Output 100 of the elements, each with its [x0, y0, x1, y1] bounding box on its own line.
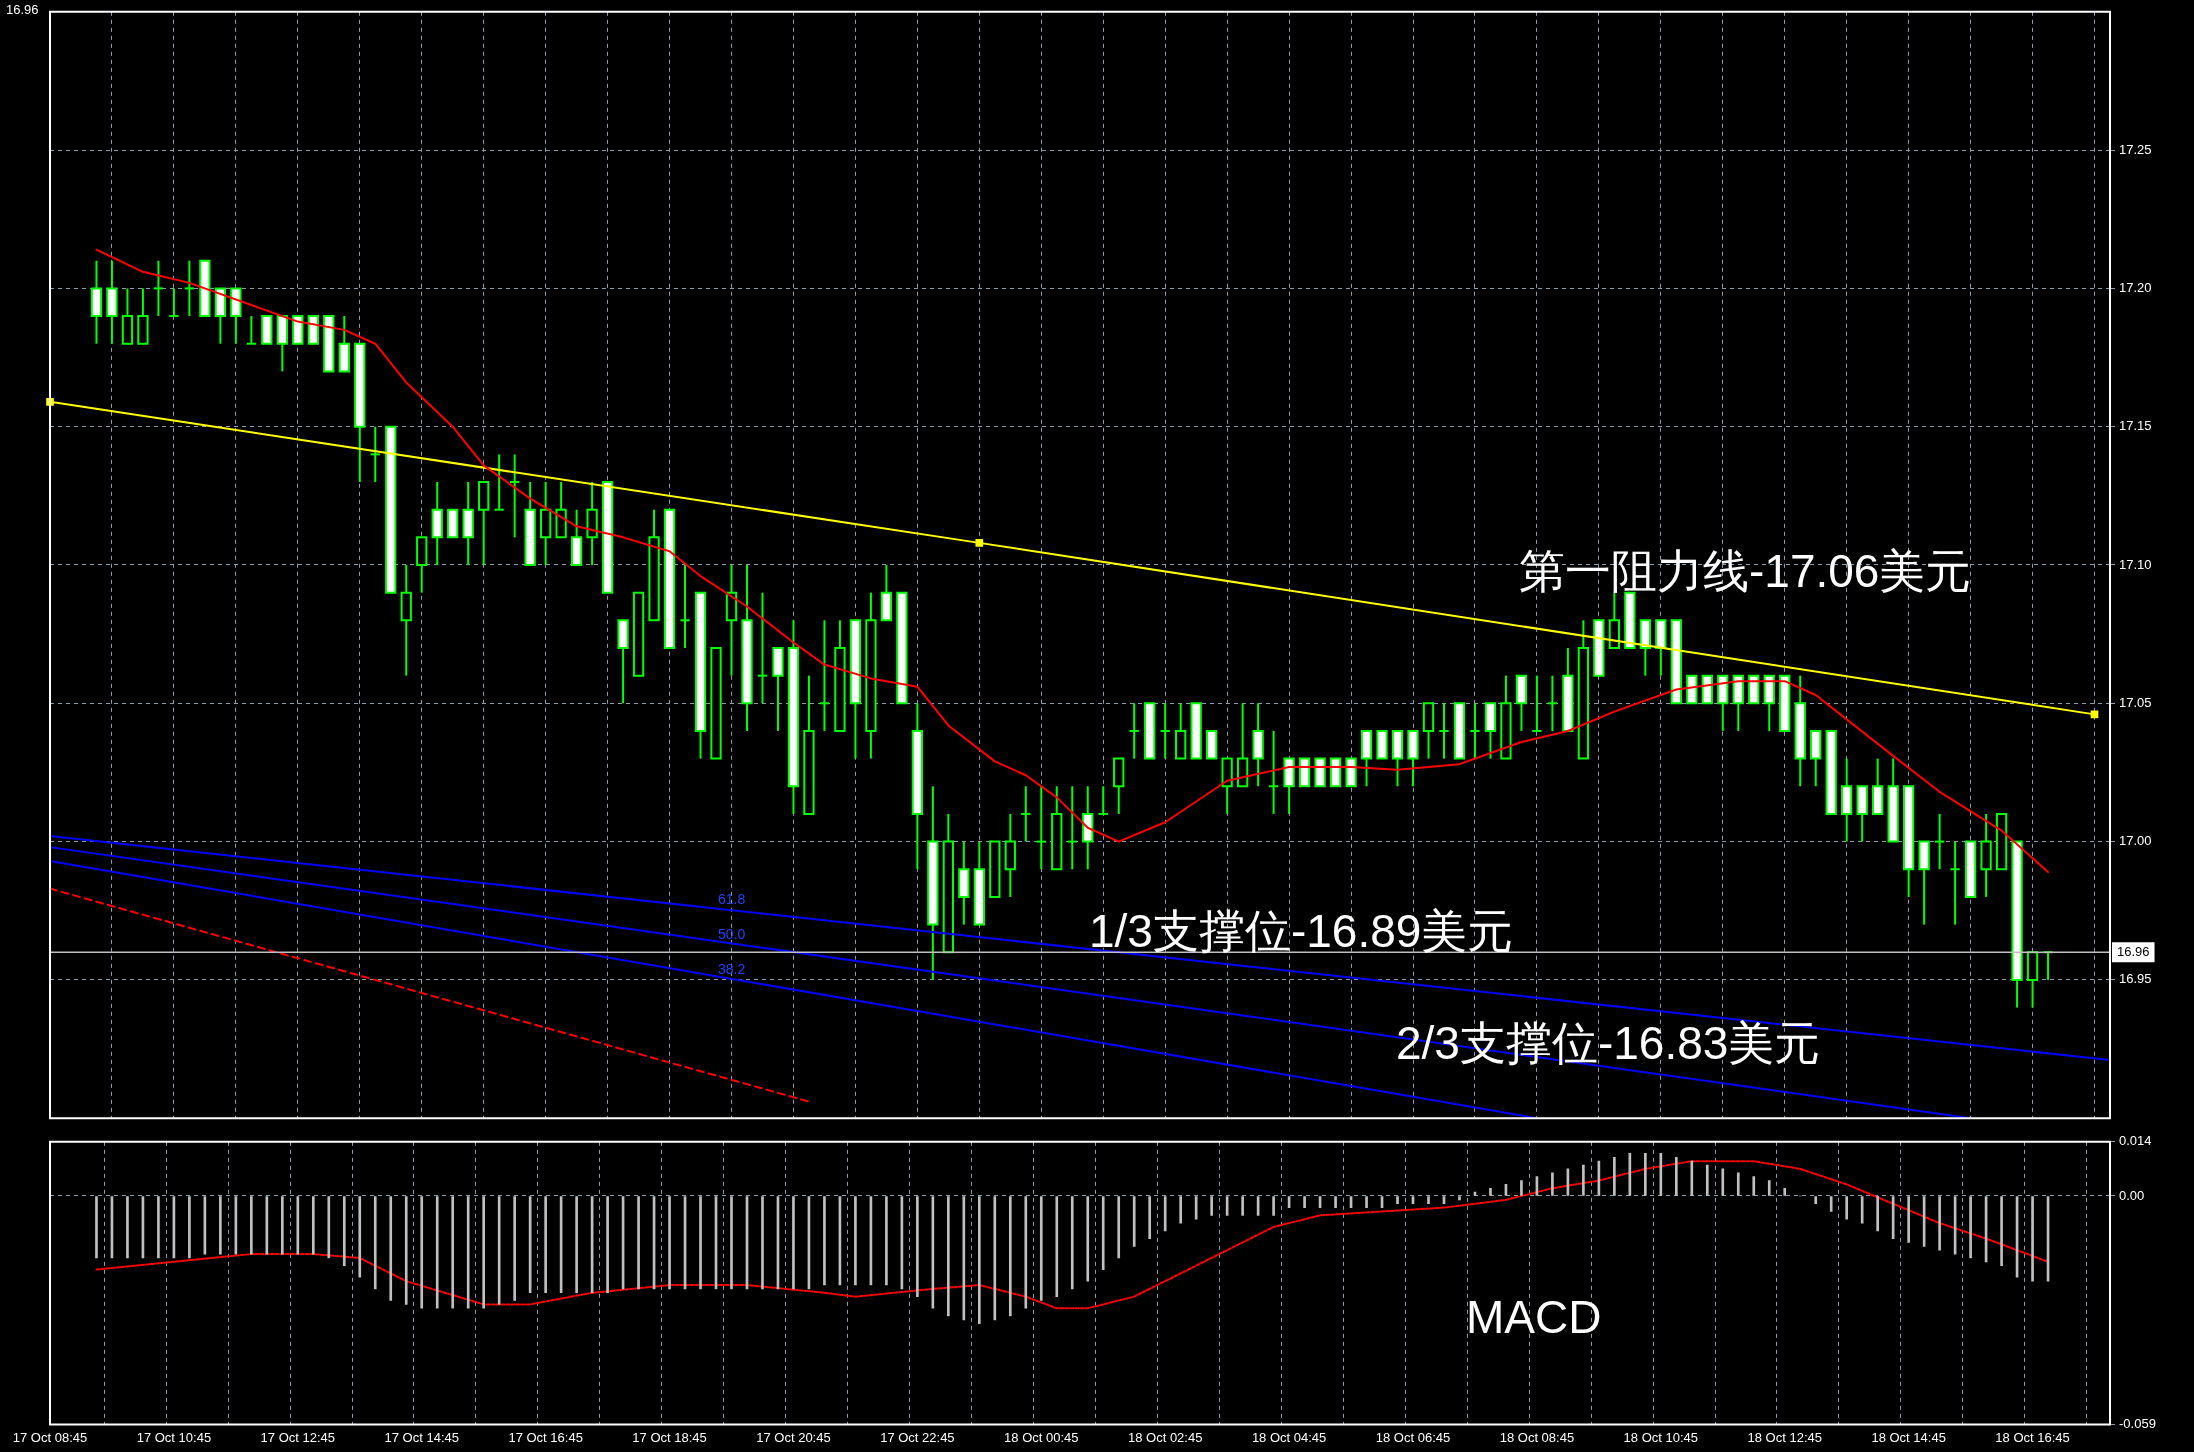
bar [575, 1196, 578, 1294]
bar [1458, 1196, 1461, 1201]
bar [1907, 1196, 1910, 1243]
text: 16.96 [6, 1, 39, 17]
bar [513, 1196, 516, 1301]
bar [1117, 1196, 1121, 1259]
candlestick [1933, 812, 1946, 871]
bar [311, 1196, 315, 1255]
candlestick [1949, 840, 1961, 926]
bar [668, 1196, 671, 1290]
candlestick [168, 287, 180, 318]
bar [157, 1196, 160, 1259]
bar [1938, 1196, 1941, 1251]
y-tick-label: 17.25 [2119, 141, 2152, 157]
bar [373, 1196, 377, 1290]
bar [2031, 1196, 2034, 1282]
bar [1551, 1172, 1554, 1196]
x-tick-label: 18 Oct 14:45 [1871, 1429, 1946, 1445]
candlestick [1438, 702, 1450, 760]
bar [126, 1196, 129, 1259]
bar [1132, 1196, 1136, 1247]
y-tick-label: 17.00 [2119, 833, 2152, 849]
bar [1969, 1196, 1972, 1259]
bar [95, 1196, 98, 1259]
x-tick-label: 18 Oct 10:45 [1623, 1429, 1699, 1445]
bar [1783, 1187, 1787, 1196]
bar [916, 1196, 919, 1297]
bar [1520, 1180, 1523, 1196]
candlestick [679, 564, 691, 649]
x-tick-label: 18 Oct 12:45 [1747, 1429, 1822, 1445]
bar [1334, 1196, 1337, 1208]
bar [1039, 1196, 1043, 1301]
y-tick-label: 16.95 [2119, 971, 2152, 987]
bar [1860, 1196, 1864, 1224]
bar [637, 1196, 640, 1290]
bar [792, 1196, 795, 1290]
candlestick [1128, 702, 1140, 760]
bar [1272, 1196, 1275, 1216]
candlestick [183, 259, 196, 318]
x-tick-label: 17 Oct 10:45 [136, 1429, 212, 1445]
candlestick [1546, 674, 1559, 732]
candlestick [1531, 674, 1543, 732]
bar [823, 1196, 826, 1286]
y-tick-label: 17.05 [2119, 694, 2152, 710]
y-tick-label: -0.059 [2119, 1415, 2156, 1431]
x-tick-label: 17 Oct 20:45 [756, 1429, 831, 1445]
bar [1179, 1196, 1183, 1224]
x-tick-label: 18 Oct 04:45 [1251, 1429, 1327, 1445]
annotation: 61.8 [718, 890, 746, 907]
bar [1659, 1153, 1663, 1196]
bar [281, 1196, 284, 1255]
x-tick-label: 18 Oct 00:45 [1004, 1429, 1079, 1445]
bar [1365, 1196, 1368, 1208]
bar [1396, 1196, 1399, 1205]
bar [404, 1196, 408, 1305]
annotation: 50.0 [718, 925, 746, 942]
point [975, 539, 984, 547]
bar [327, 1196, 331, 1259]
candlestick [1159, 702, 1171, 760]
bar [1070, 1196, 1074, 1290]
bar [730, 1196, 733, 1290]
bar [1690, 1160, 1694, 1196]
bar [342, 1196, 346, 1267]
x-tick-label: 17 Oct 18:45 [632, 1429, 707, 1445]
annotation: MACD [1466, 1290, 1602, 1343]
bar [1829, 1196, 1833, 1212]
candlestick [818, 619, 831, 732]
annotation: 38.2 [718, 960, 746, 977]
x-tick-label: 18 Oct 02:45 [1127, 1429, 1203, 1445]
bar [2000, 1196, 2003, 1267]
candlestick [369, 425, 381, 484]
bar [1814, 1196, 1818, 1205]
y-tick-label: 17.20 [2119, 279, 2152, 295]
bar [435, 1196, 439, 1309]
bar [1767, 1180, 1771, 1196]
candlestick [1469, 702, 1481, 760]
bar [358, 1196, 362, 1278]
bar [1489, 1187, 1492, 1196]
candlestick [1066, 785, 1078, 871]
bar [451, 1196, 455, 1309]
bar [1705, 1164, 1709, 1196]
bar [1241, 1196, 1244, 1216]
x-tick-label: 17 Oct 16:45 [508, 1429, 583, 1445]
x-tick-label: 18 Oct 08:45 [1499, 1429, 1575, 1445]
bar [699, 1196, 702, 1290]
y-tick-label: 0.00 [2119, 1187, 2145, 1203]
bar [466, 1196, 470, 1309]
bar [188, 1196, 191, 1259]
bar [1210, 1196, 1213, 1216]
bar [854, 1196, 857, 1286]
bar [1163, 1196, 1167, 1232]
annotation: 1/3支撑位-16.89美元 [1089, 904, 1514, 957]
bar [1736, 1172, 1740, 1196]
x-tick-label: 17 Oct 12:45 [260, 1429, 336, 1445]
bar [389, 1196, 393, 1301]
bar [1674, 1156, 1678, 1196]
bar [1721, 1168, 1725, 1196]
bar [1024, 1196, 1028, 1309]
bar [1876, 1196, 1879, 1232]
bar [1055, 1196, 1059, 1297]
